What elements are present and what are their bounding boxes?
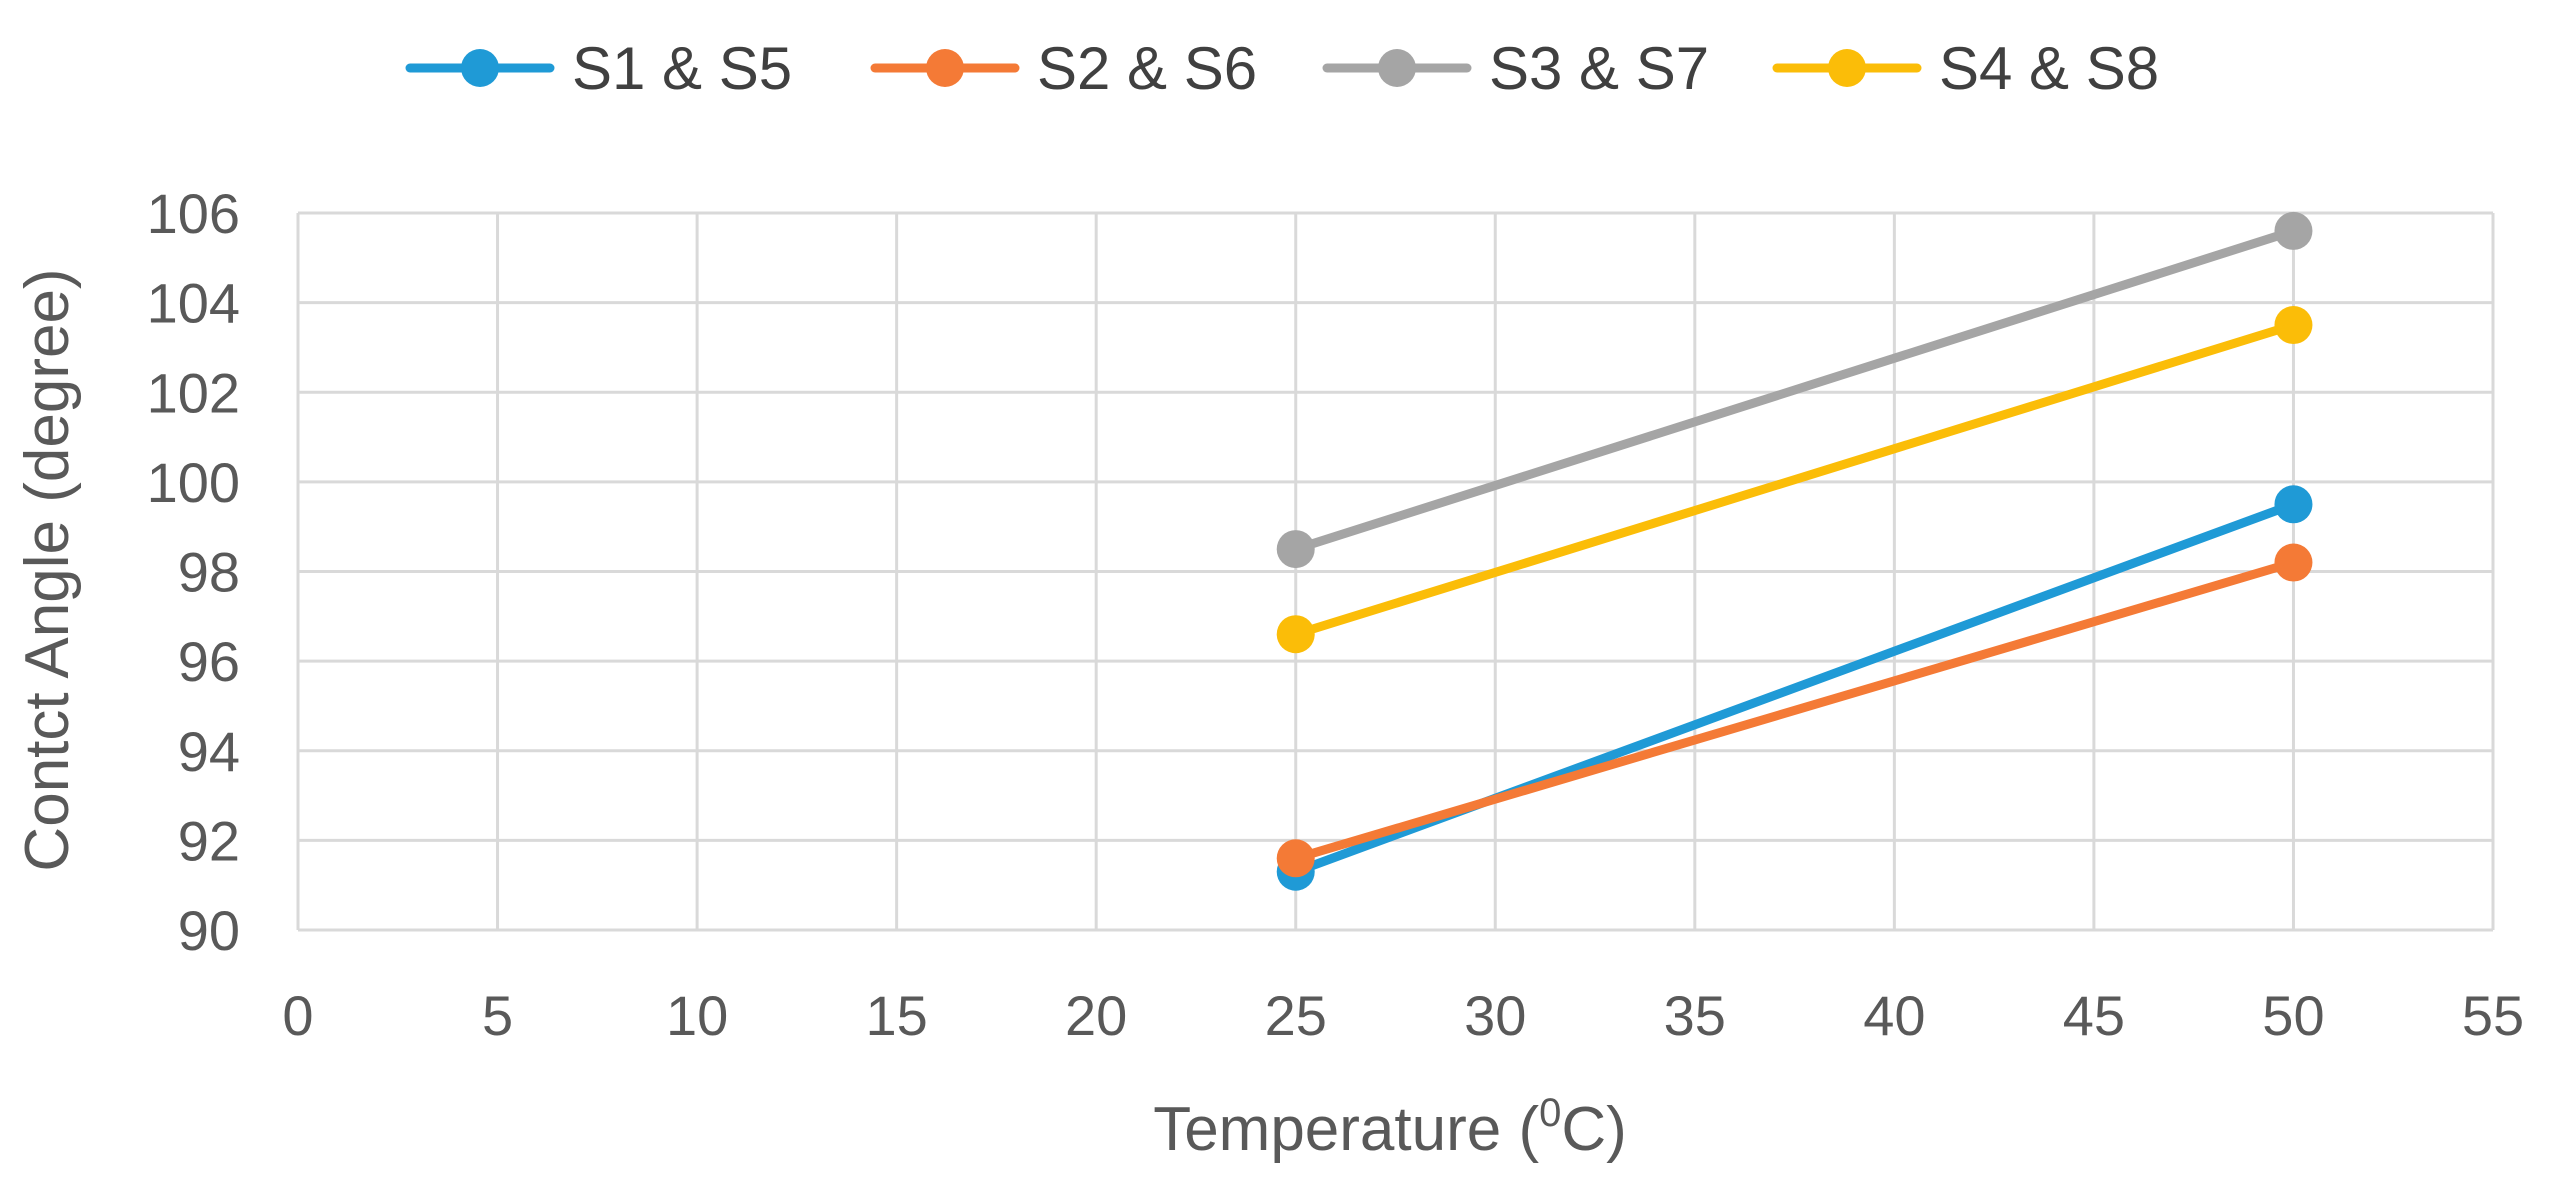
x-tick-label: 25 bbox=[1265, 984, 1327, 1047]
series-line bbox=[1291, 558, 2298, 863]
y-tick-label: 90 bbox=[178, 899, 240, 962]
series-line bbox=[1291, 226, 2298, 554]
legend-label: S3 & S7 bbox=[1489, 35, 1709, 102]
y-tick-label: 100 bbox=[147, 451, 240, 514]
x-axis-title-superscript: 0 bbox=[1539, 1091, 1561, 1135]
y-tick-label: 102 bbox=[147, 361, 240, 424]
data-point bbox=[1276, 839, 1315, 878]
legend-item: S1 & S5 bbox=[405, 35, 792, 102]
legend-item: S2 & S6 bbox=[870, 35, 1257, 102]
series-4 bbox=[1276, 306, 2313, 654]
x-tick-label: 55 bbox=[2462, 984, 2524, 1047]
data-point bbox=[1276, 615, 1315, 654]
grid bbox=[296, 211, 2495, 932]
x-tick-label: 5 bbox=[482, 984, 513, 1047]
data-point bbox=[2274, 306, 2313, 345]
legend-label: S2 & S6 bbox=[1037, 35, 1257, 102]
x-tick-label: 30 bbox=[1464, 984, 1526, 1047]
y-tick-label: 92 bbox=[178, 809, 240, 872]
x-axis-title: Temperature (0C) bbox=[1153, 1091, 1627, 1164]
legend-item: S4 & S8 bbox=[1772, 35, 2159, 102]
legend-swatch-marker bbox=[1378, 49, 1416, 87]
x-tick-label: 10 bbox=[666, 984, 728, 1047]
y-axis-ticks: 90 92 94 96 98 100 102 104 106 bbox=[147, 182, 240, 962]
x-tick-label: 40 bbox=[1863, 984, 1925, 1047]
x-tick-label: 50 bbox=[2262, 984, 2324, 1047]
x-tick-label: 20 bbox=[1065, 984, 1127, 1047]
data-point bbox=[1276, 530, 1315, 569]
x-tick-label: 15 bbox=[865, 984, 927, 1047]
legend-swatch-marker bbox=[926, 49, 964, 87]
x-axis-ticks: 0 5 10 15 20 25 30 35 40 45 50 55 bbox=[282, 984, 2524, 1047]
y-tick-label: 104 bbox=[147, 272, 240, 335]
series-line bbox=[1291, 320, 2298, 639]
y-tick-label: 96 bbox=[178, 630, 240, 693]
legend-item: S3 & S7 bbox=[1322, 35, 1709, 102]
y-axis-title: Contct Angle (degree) bbox=[13, 268, 82, 871]
series-2 bbox=[1276, 543, 2313, 878]
series-3 bbox=[1276, 211, 2313, 569]
data-point bbox=[2274, 211, 2313, 250]
y-tick-label: 94 bbox=[178, 720, 240, 783]
y-tick-label: 98 bbox=[178, 541, 240, 604]
y-tick-label: 106 bbox=[147, 182, 240, 245]
legend-label: S4 & S8 bbox=[1939, 35, 2159, 102]
x-axis-title-text: Temperature ( bbox=[1153, 1095, 1539, 1164]
x-axis-title-unit: C) bbox=[1561, 1095, 1626, 1164]
x-tick-label: 0 bbox=[282, 984, 313, 1047]
data-point bbox=[2274, 543, 2313, 582]
legend-swatch-marker bbox=[461, 49, 499, 87]
series-layer bbox=[1276, 211, 2313, 891]
legend: S1 & S5 S2 & S6 S3 & S7 S4 & S8 bbox=[405, 35, 2159, 102]
legend-label: S1 & S5 bbox=[572, 35, 792, 102]
series-1 bbox=[1276, 485, 2313, 891]
x-tick-label: 45 bbox=[2063, 984, 2125, 1047]
x-tick-label: 35 bbox=[1664, 984, 1726, 1047]
legend-swatch-marker bbox=[1828, 49, 1866, 87]
data-point bbox=[2274, 485, 2313, 524]
